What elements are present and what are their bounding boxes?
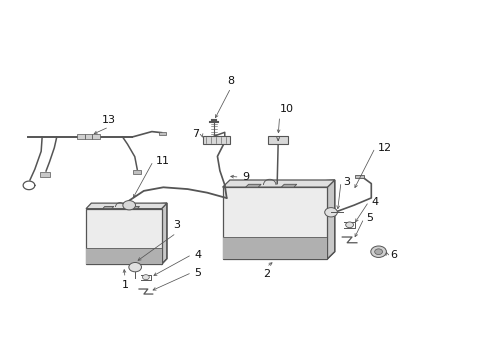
Bar xyxy=(77,134,85,139)
Text: 6: 6 xyxy=(389,250,396,260)
Text: 5: 5 xyxy=(194,267,201,278)
Text: 5: 5 xyxy=(366,213,373,223)
Bar xyxy=(133,170,141,174)
Text: 8: 8 xyxy=(227,76,234,86)
Circle shape xyxy=(370,246,386,257)
Polygon shape xyxy=(245,184,261,187)
Polygon shape xyxy=(128,207,139,209)
Bar xyxy=(354,175,363,178)
FancyBboxPatch shape xyxy=(267,136,288,144)
Polygon shape xyxy=(86,248,161,264)
Text: 13: 13 xyxy=(102,115,116,125)
Polygon shape xyxy=(161,203,166,264)
Bar xyxy=(92,134,100,139)
Text: 11: 11 xyxy=(156,156,169,166)
Bar xyxy=(84,134,92,139)
FancyBboxPatch shape xyxy=(203,136,229,144)
Text: 1: 1 xyxy=(122,280,128,291)
Polygon shape xyxy=(327,180,334,259)
Circle shape xyxy=(142,275,149,280)
Polygon shape xyxy=(222,237,327,259)
Text: 3: 3 xyxy=(343,177,350,187)
Text: 4: 4 xyxy=(194,249,201,260)
Circle shape xyxy=(122,201,135,210)
Polygon shape xyxy=(86,209,161,264)
Text: 2: 2 xyxy=(263,269,269,279)
Text: 3: 3 xyxy=(172,220,180,230)
Text: 10: 10 xyxy=(279,104,293,114)
Polygon shape xyxy=(102,207,114,209)
Polygon shape xyxy=(222,187,327,259)
Bar xyxy=(40,172,50,177)
Circle shape xyxy=(324,208,337,217)
Circle shape xyxy=(128,262,141,272)
Circle shape xyxy=(345,222,353,228)
Polygon shape xyxy=(86,203,166,209)
Polygon shape xyxy=(281,184,296,187)
Text: 7: 7 xyxy=(192,129,199,139)
Polygon shape xyxy=(91,203,166,264)
Text: 12: 12 xyxy=(377,143,391,153)
Bar xyxy=(159,132,166,135)
Text: 9: 9 xyxy=(242,172,249,182)
Circle shape xyxy=(374,249,382,255)
Polygon shape xyxy=(229,180,334,259)
Text: 4: 4 xyxy=(370,197,378,207)
Polygon shape xyxy=(222,180,334,187)
